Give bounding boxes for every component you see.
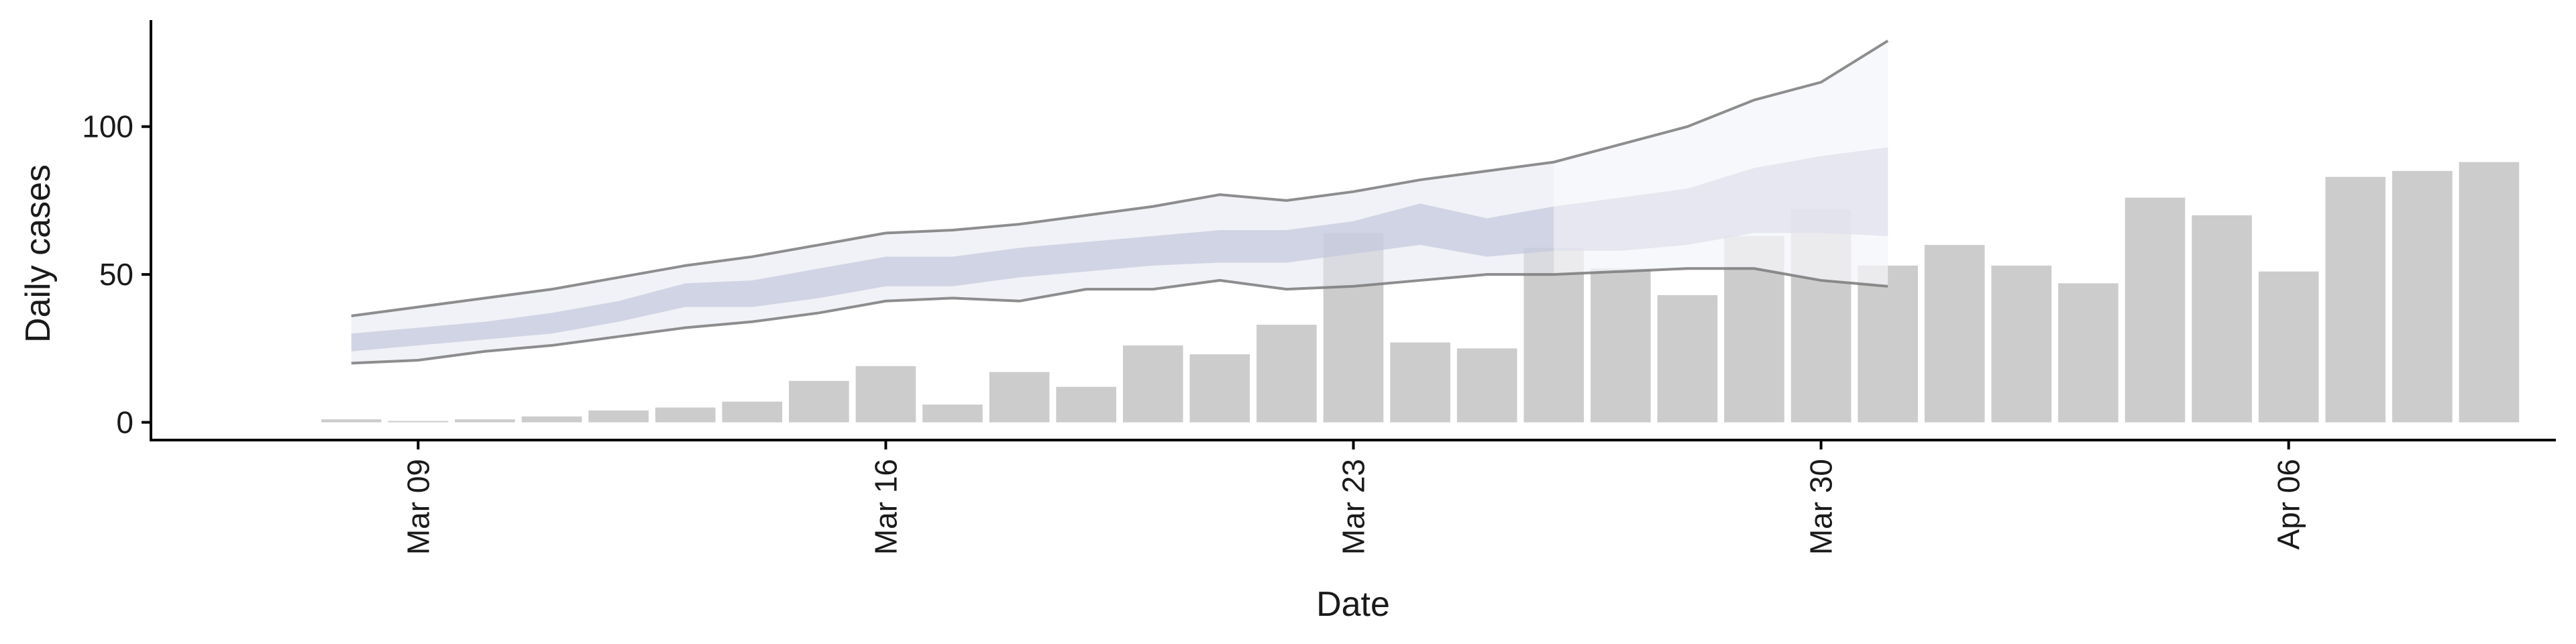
x-tick-label-2020-03-23: Mar 23 — [1336, 459, 1371, 555]
lower-90-line — [351, 267, 1888, 365]
y-tick-label-100: 100 — [82, 109, 133, 144]
bar-2020-03-24 — [1390, 342, 1450, 423]
y-tick-label-50: 50 — [99, 257, 133, 292]
bar-2020-04-04 — [2125, 197, 2186, 423]
y-axis-ticks: 0 50 100 — [82, 109, 151, 440]
bar-2020-04-02 — [1991, 265, 2052, 423]
bar-2020-04-07 — [2325, 176, 2386, 423]
bar-2020-03-13 — [655, 407, 716, 423]
bar-2020-03-21 — [1189, 354, 1250, 423]
x-axis-ticks: Mar 09 Mar 16 Mar 23 Mar 30 Apr 06 — [400, 440, 2306, 555]
bar-2020-03-11 — [521, 416, 582, 423]
x-tick-label-2020-03-16: Mar 16 — [868, 459, 903, 555]
bar-2020-03-22 — [1256, 325, 1317, 423]
bar-2020-04-09 — [2459, 162, 2520, 423]
bars — [321, 162, 2520, 423]
bar-2020-03-18 — [989, 372, 1050, 423]
x-axis-title: Date — [1316, 585, 1390, 624]
bar-2020-04-03 — [2058, 283, 2118, 423]
y-tick-label-0: 0 — [116, 405, 133, 440]
bar-2020-03-09 — [388, 421, 449, 423]
bar-2020-03-26 — [1523, 248, 1585, 423]
bar-2020-03-15 — [789, 380, 849, 423]
bar-2020-04-06 — [2258, 271, 2319, 423]
forecast-fade — [1554, 40, 1888, 286]
band-50 — [351, 147, 1888, 352]
bar-2020-03-25 — [1456, 348, 1517, 423]
bar-2020-04-08 — [2392, 170, 2453, 423]
upper-90-line — [351, 40, 1889, 317]
bar-2020-03-27 — [1591, 268, 1651, 423]
x-tick-label-2020-04-06: Apr 06 — [2271, 459, 2306, 550]
bar-2020-03-19 — [1056, 386, 1116, 423]
bar-2020-04-01 — [1924, 245, 1985, 423]
credible-interval-bands — [351, 40, 1888, 364]
bar-2020-03-08 — [321, 419, 382, 423]
x-tick-label-2020-03-09: Mar 09 — [400, 459, 435, 555]
y-axis-title: Daily cases — [19, 164, 58, 343]
bar-2020-03-28 — [1657, 294, 1718, 423]
bar-2020-03-10 — [455, 419, 515, 423]
bar-2020-03-17 — [922, 405, 983, 423]
interval-bound-lines — [351, 40, 1889, 365]
bar-2020-03-20 — [1122, 345, 1183, 423]
bar-2020-03-14 — [722, 401, 783, 423]
x-tick-label-2020-03-30: Mar 30 — [1804, 459, 1839, 555]
bar-2020-03-12 — [588, 410, 649, 423]
bar-2020-03-31 — [1858, 265, 1918, 423]
bar-2020-03-16 — [855, 366, 916, 423]
bar-2020-04-05 — [2192, 215, 2252, 423]
